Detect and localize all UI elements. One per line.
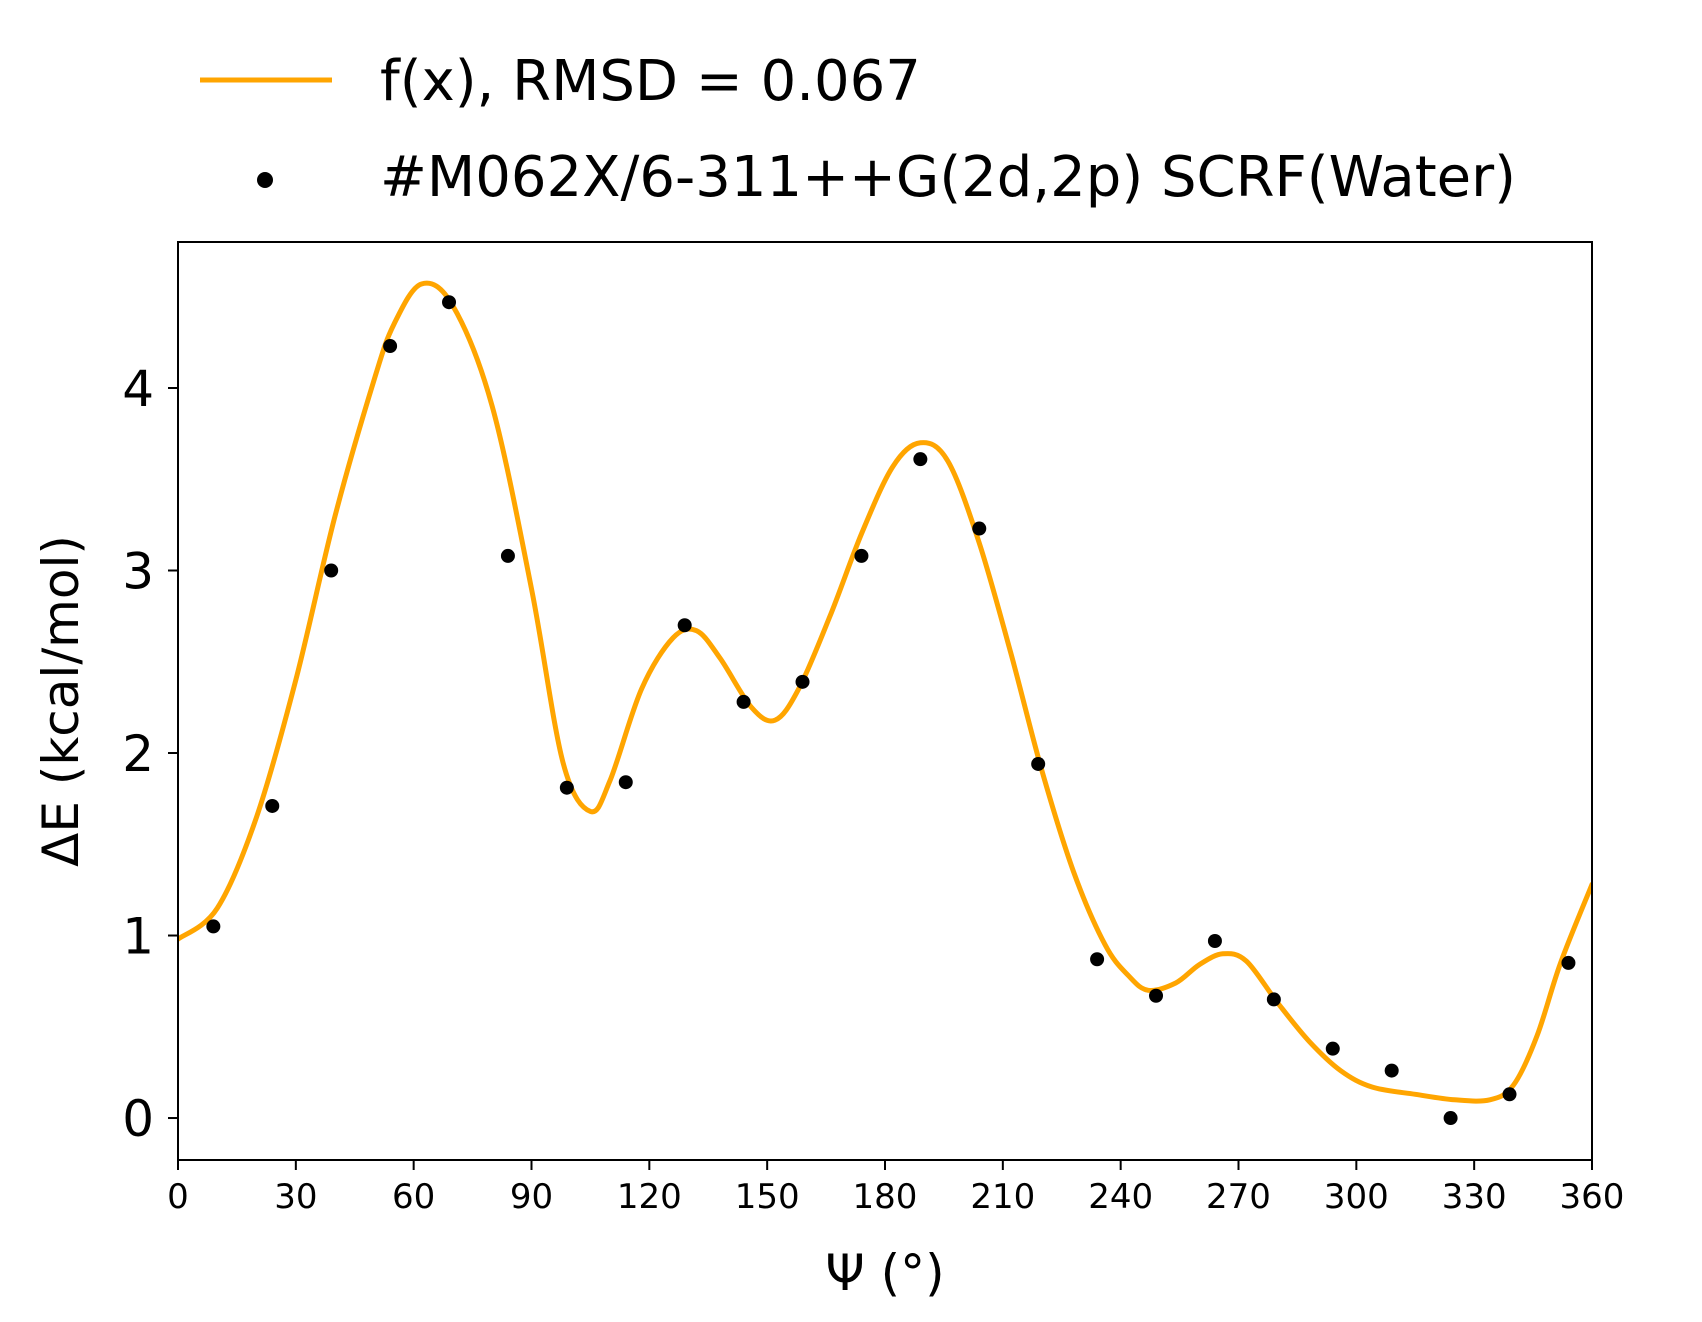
data-point [795,674,810,689]
x-tick-label: 30 [274,1177,317,1217]
x-tick-label: 330 [1442,1177,1507,1217]
y-axis-ticks: 0 1 2 3 4 [122,360,178,1148]
data-point [1502,1087,1517,1102]
data-point [1090,952,1105,967]
data-point [972,521,987,536]
data-point [324,563,339,578]
x-tick-label: 90 [510,1177,553,1217]
y-tick-label: 2 [122,725,154,783]
data-point [854,548,869,563]
y-tick-label: 1 [122,908,154,966]
data-point [1031,756,1046,771]
y-axis-label: ΔE (kcal/mol) [32,535,90,867]
data-point [1384,1063,1399,1078]
legend-fit-label: f(x), RMSD = 0.067 [380,49,921,114]
data-point [265,798,280,813]
legend-points-swatch [257,172,273,188]
x-axis-label: Ψ (°) [825,1244,944,1302]
plot-area: 0 30 60 90 120 150 180 210 240 270 300 330 360 0 1 2 3 4 [122,241,1624,1217]
x-tick-label: 270 [1206,1177,1271,1217]
data-point [1266,992,1281,1007]
data-point [736,694,751,709]
data-point [913,452,928,467]
fit-curve [178,280,1592,1104]
y-tick-label: 0 [122,1090,154,1148]
data-point [383,339,398,354]
data-point [618,775,633,790]
data-points [206,295,1576,1126]
data-point [677,618,692,633]
legend: f(x), RMSD = 0.067 #M062X/6-311++G(2d,2p… [200,49,1516,210]
data-point [1443,1111,1458,1126]
y-tick-label: 3 [122,543,154,601]
data-point [559,780,574,795]
x-tick-label: 180 [853,1177,918,1217]
legend-points-label: #M062X/6-311++G(2d,2p) SCRF(Water) [380,145,1516,210]
x-tick-label: 60 [392,1177,435,1217]
plot-frame [177,241,1593,1161]
x-tick-label: 210 [970,1177,1035,1217]
y-tick-label: 4 [122,360,154,418]
data-point [1561,955,1576,970]
x-axis-ticks: 0 30 60 90 120 150 180 210 240 270 300 330 360 [167,1160,1624,1217]
data-point [1149,988,1164,1003]
data-point [1325,1041,1340,1056]
data-point [442,295,457,310]
data-point [1207,933,1222,948]
x-tick-label: 300 [1324,1177,1389,1217]
x-tick-label: 0 [167,1177,189,1217]
x-tick-label: 120 [617,1177,682,1217]
x-tick-label: 150 [735,1177,800,1217]
data-point [206,919,221,934]
x-tick-label: 240 [1088,1177,1153,1217]
x-tick-label: 360 [1560,1177,1625,1217]
data-point [500,548,515,563]
